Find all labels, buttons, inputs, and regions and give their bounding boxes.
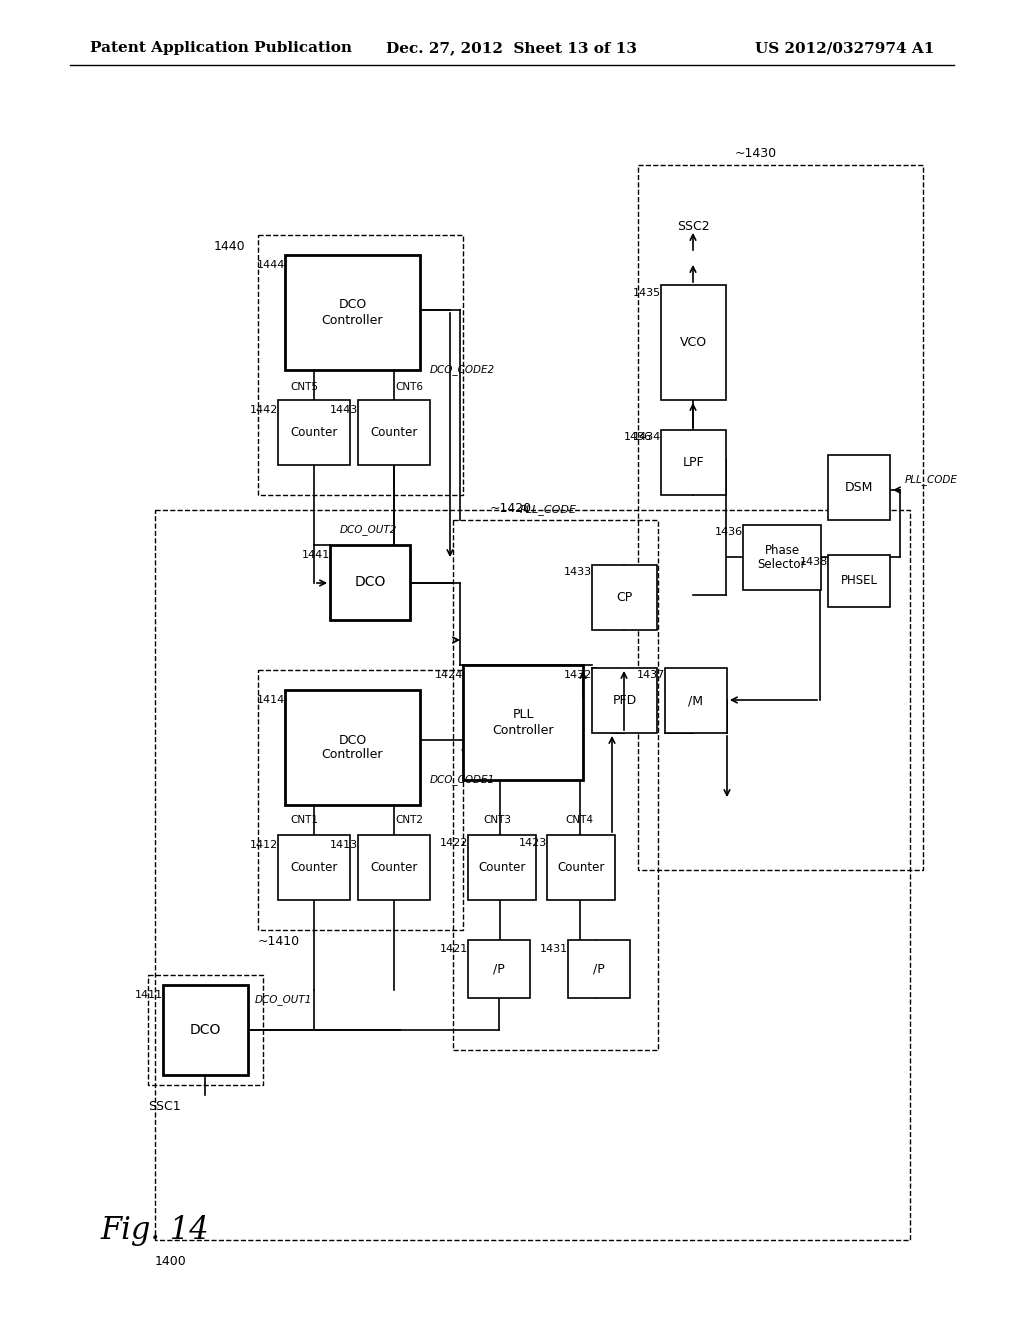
Bar xyxy=(468,940,530,998)
Text: Phase
Selector: Phase Selector xyxy=(758,544,806,572)
Text: PLL_CODE: PLL_CODE xyxy=(520,504,577,515)
Text: 1423: 1423 xyxy=(519,838,547,847)
Text: PFD: PFD xyxy=(612,694,637,708)
Text: VCO: VCO xyxy=(680,337,707,348)
Text: Counter: Counter xyxy=(371,426,418,440)
Text: 1435: 1435 xyxy=(633,288,662,298)
Bar xyxy=(592,668,657,733)
Bar xyxy=(638,165,923,870)
Bar xyxy=(163,985,248,1074)
Text: 1436: 1436 xyxy=(715,527,743,537)
Text: DCO
Controller: DCO Controller xyxy=(322,734,383,762)
Bar xyxy=(463,665,583,780)
Bar xyxy=(358,400,430,465)
Text: CNT6: CNT6 xyxy=(395,381,423,392)
Bar xyxy=(743,525,821,590)
Text: DCO_CODE2: DCO_CODE2 xyxy=(430,364,496,375)
Text: DCO_CODE1: DCO_CODE1 xyxy=(430,775,496,785)
Text: 1441: 1441 xyxy=(302,550,330,560)
Text: SSC2: SSC2 xyxy=(677,220,710,234)
Bar xyxy=(285,255,420,370)
Text: CNT5: CNT5 xyxy=(290,381,318,392)
Text: CNT4: CNT4 xyxy=(565,814,593,825)
Bar xyxy=(662,430,726,495)
Text: Counter: Counter xyxy=(557,861,605,874)
Text: Fig. 14: Fig. 14 xyxy=(100,1214,209,1246)
Text: 1413: 1413 xyxy=(330,840,358,850)
Text: PHSEL: PHSEL xyxy=(841,574,878,587)
Text: CNT3: CNT3 xyxy=(483,814,511,825)
Bar xyxy=(278,400,350,465)
Text: Counter: Counter xyxy=(478,861,525,874)
Text: 1434: 1434 xyxy=(633,432,662,442)
Text: 1421: 1421 xyxy=(439,944,468,954)
Text: CNT1: CNT1 xyxy=(290,814,318,825)
Bar xyxy=(665,668,727,733)
Bar xyxy=(278,836,350,900)
Text: LPF: LPF xyxy=(683,455,705,469)
Text: 1424: 1424 xyxy=(434,671,463,680)
Text: DCO
Controller: DCO Controller xyxy=(322,298,383,326)
Text: PLL
Controller: PLL Controller xyxy=(493,709,554,737)
Bar xyxy=(828,554,890,607)
Text: 1436: 1436 xyxy=(624,432,652,442)
Text: PLL_CODE: PLL_CODE xyxy=(905,475,957,486)
Text: CNT2: CNT2 xyxy=(395,814,423,825)
Text: US 2012/0327974 A1: US 2012/0327974 A1 xyxy=(755,41,934,55)
Text: 1443: 1443 xyxy=(330,405,358,414)
Text: Counter: Counter xyxy=(291,861,338,874)
Text: 1400: 1400 xyxy=(155,1255,186,1269)
Bar xyxy=(148,975,263,1085)
Text: 1444: 1444 xyxy=(257,260,285,271)
Bar xyxy=(330,545,410,620)
Bar xyxy=(828,455,890,520)
Text: ~1420: ~1420 xyxy=(490,502,532,515)
Text: DCO: DCO xyxy=(189,1023,221,1038)
Text: DCO_OUT1: DCO_OUT1 xyxy=(255,994,312,1006)
Text: /P: /P xyxy=(593,962,605,975)
Text: ~1410: ~1410 xyxy=(258,935,300,948)
Text: Counter: Counter xyxy=(291,426,338,440)
Text: Patent Application Publication: Patent Application Publication xyxy=(90,41,352,55)
Text: 1422: 1422 xyxy=(439,838,468,847)
Text: 1437: 1437 xyxy=(637,671,665,680)
Bar xyxy=(358,836,430,900)
Text: SSC1: SSC1 xyxy=(148,1100,180,1113)
Text: 1432: 1432 xyxy=(564,671,592,680)
Bar xyxy=(258,671,463,931)
Text: DCO: DCO xyxy=(354,576,386,590)
Bar xyxy=(592,565,657,630)
Bar xyxy=(285,690,420,805)
Bar xyxy=(258,235,463,495)
Text: 1442: 1442 xyxy=(250,405,278,414)
Text: /M: /M xyxy=(688,694,703,708)
Text: ~1430: ~1430 xyxy=(735,147,777,160)
Text: Dec. 27, 2012  Sheet 13 of 13: Dec. 27, 2012 Sheet 13 of 13 xyxy=(386,41,638,55)
Bar xyxy=(568,940,630,998)
Bar xyxy=(662,285,726,400)
Text: 1440: 1440 xyxy=(213,240,245,253)
Text: CP: CP xyxy=(616,591,633,605)
Text: 1412: 1412 xyxy=(250,840,278,850)
Text: /P: /P xyxy=(494,962,505,975)
Text: DSM: DSM xyxy=(845,480,873,494)
Text: Counter: Counter xyxy=(371,861,418,874)
Text: 1438: 1438 xyxy=(800,557,828,568)
Text: 1411: 1411 xyxy=(135,990,163,1001)
Bar xyxy=(547,836,615,900)
Text: 1433: 1433 xyxy=(564,568,592,577)
Bar xyxy=(468,836,536,900)
Bar xyxy=(453,520,658,1049)
Bar xyxy=(155,510,910,1239)
Text: DCO_OUT2: DCO_OUT2 xyxy=(340,524,397,535)
Text: 1431: 1431 xyxy=(540,944,568,954)
Text: 1414: 1414 xyxy=(257,696,285,705)
